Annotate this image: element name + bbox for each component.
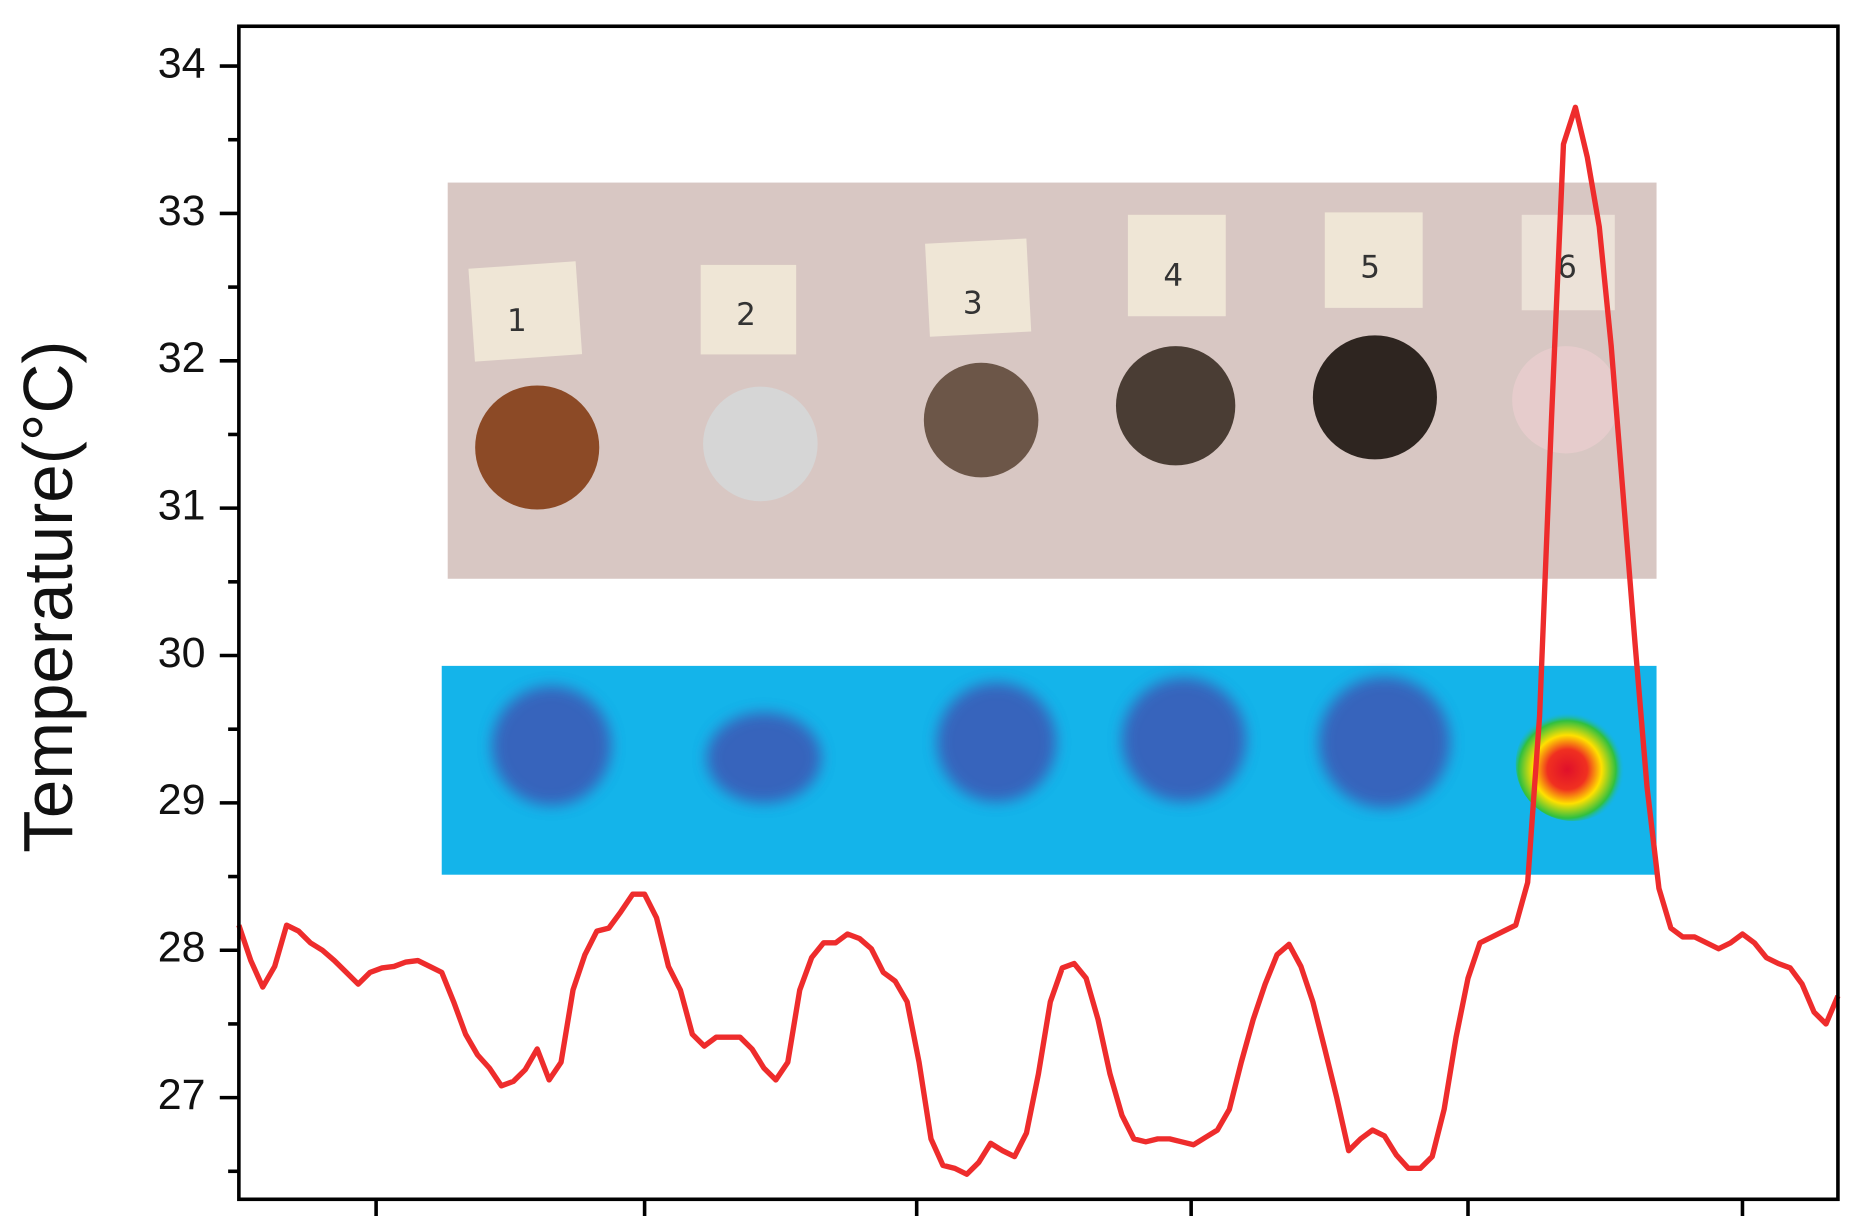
y-tick-label: 31 (158, 481, 206, 529)
sample-label: 6 (1557, 249, 1577, 285)
y-tick-label: 34 (158, 39, 206, 87)
plot-frame (237, 24, 1840, 1202)
sample-label: 4 (1163, 258, 1183, 294)
sample-label: 1 (507, 303, 527, 339)
y-axis-label: Temperature(°C) (9, 341, 87, 853)
y-tick-label: 30 (158, 629, 206, 677)
y-tick-label: 27 (158, 1071, 206, 1119)
y-tick-label: 33 (158, 187, 206, 235)
y-tick-label: 32 (158, 334, 206, 382)
sample-label: 2 (736, 297, 756, 333)
y-tick-label: 28 (158, 924, 206, 972)
temperature-line (236, 104, 1841, 1177)
sample-label: 5 (1360, 249, 1380, 285)
photo-inset (447, 182, 1657, 579)
thermal-inset (441, 665, 1657, 875)
y-tick-label: 29 (158, 776, 206, 824)
sample-label: 3 (963, 285, 983, 321)
